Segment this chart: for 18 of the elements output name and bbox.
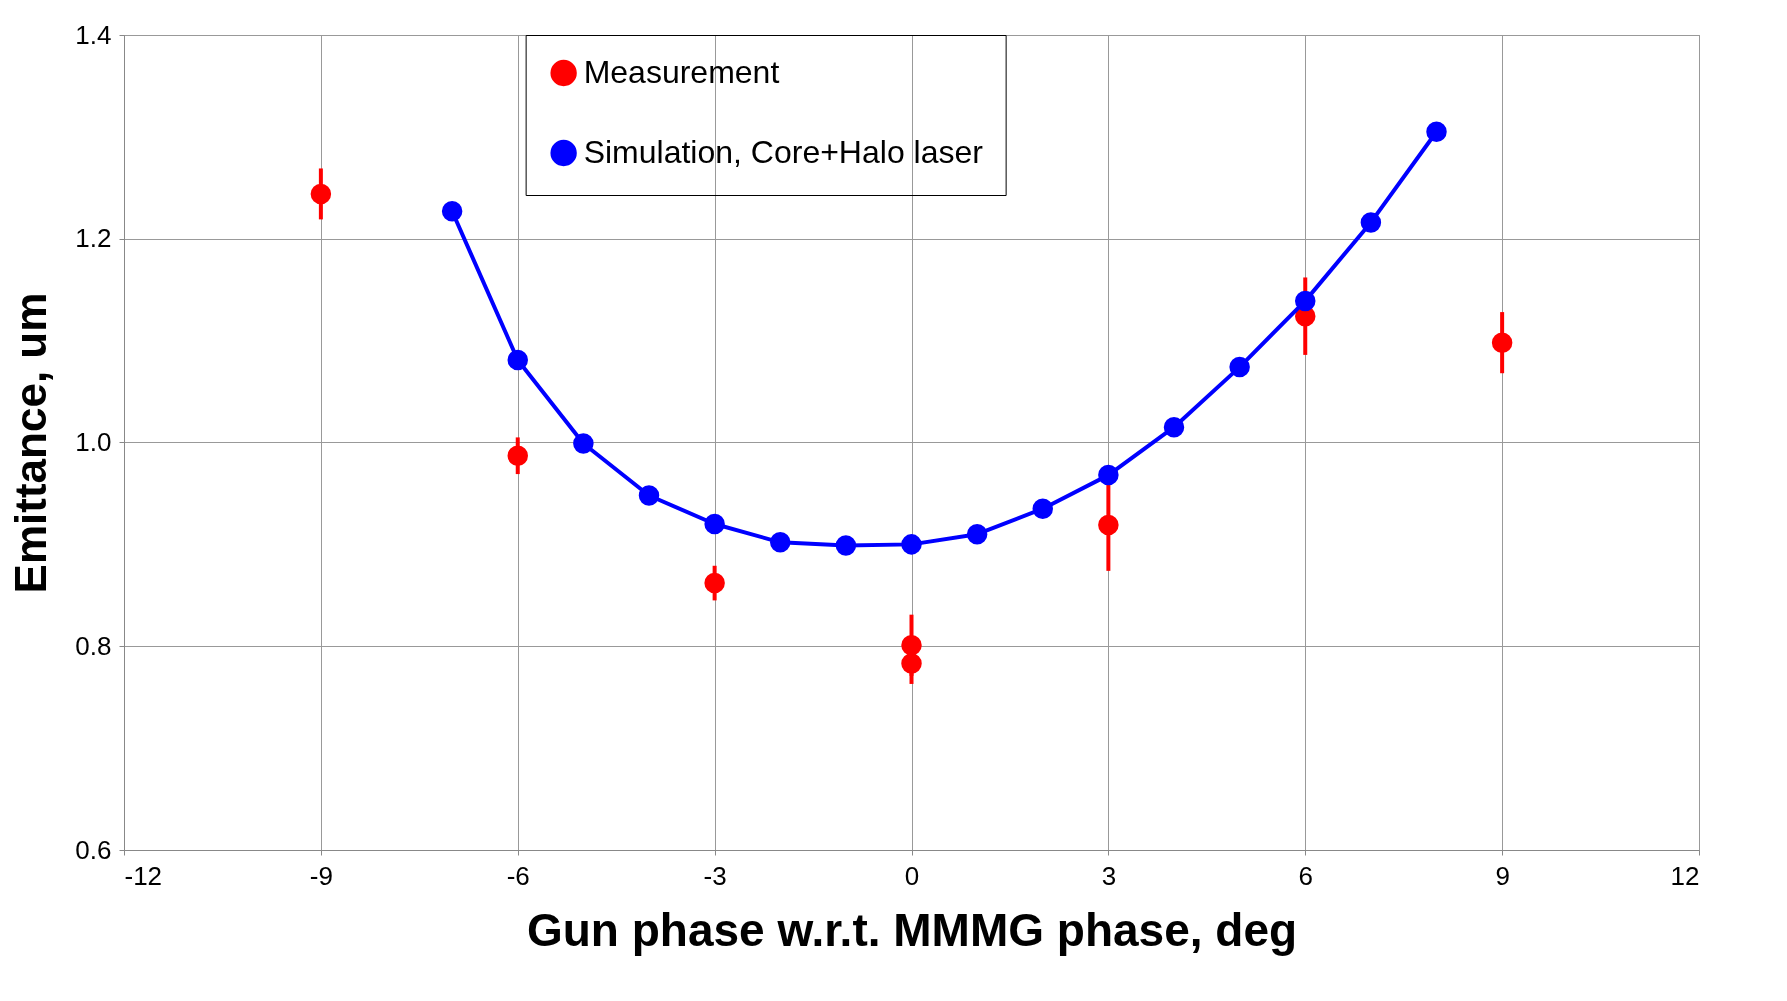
y-axis-title: Emittance, um (6, 292, 56, 594)
x-tick-label: 12 (1670, 860, 1700, 891)
x-tick-label: 6 (1298, 860, 1313, 891)
y-tick-label: 0.6 (75, 834, 112, 865)
x-tick-label: 0 (904, 860, 920, 891)
x-tick-label: -9 (309, 860, 333, 891)
x-tick-label: -3 (703, 860, 727, 891)
legend-label: Measurement (583, 54, 780, 90)
y-tick-label: 1.0 (75, 427, 112, 457)
y-tick-label: 0.8 (75, 630, 112, 661)
y-tick-label: 1.4 (75, 19, 112, 50)
x-tick-label: -12 (124, 860, 163, 891)
legend-label: Simulation, Core+Halo laser (583, 134, 984, 170)
x-tick-label: -6 (506, 860, 530, 891)
x-axis-title: Gun phase w.r.t. MMMG phase, deg (526, 903, 1298, 956)
x-tick-label: 9 (1495, 860, 1510, 891)
y-tick-label: 1.2 (75, 223, 112, 254)
x-tick-label: 3 (1101, 860, 1117, 891)
